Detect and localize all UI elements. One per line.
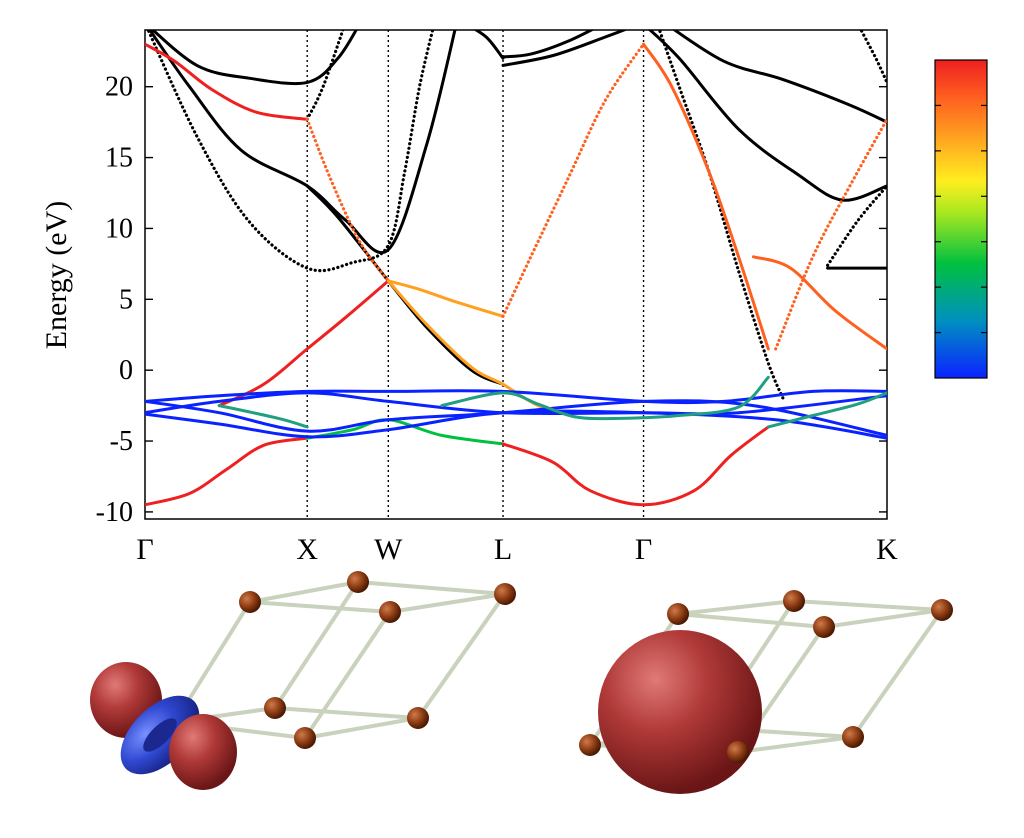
- band-line-20: [751, 255, 887, 351]
- colorbar: [934, 59, 988, 379]
- band-line-2: [146, 30, 435, 273]
- right-lattice-atoms: [579, 590, 953, 763]
- orbital-blue-torus-hole: [143, 718, 177, 752]
- band-line-32: [766, 391, 887, 429]
- left-orbital-figure: [90, 571, 516, 790]
- band-line-9: [647, 30, 887, 202]
- band-curves: [145, 30, 887, 507]
- band-line-25: [501, 425, 770, 507]
- band-line-27: [145, 391, 887, 416]
- band-line-30: [217, 404, 309, 429]
- band-line-13: [859, 30, 887, 84]
- band-line-21: [217, 279, 390, 408]
- plot-frame: [144, 29, 888, 520]
- y-axis-label: Energy (eV): [40, 201, 73, 350]
- kpoint-label-0: Γ: [136, 533, 153, 566]
- band-line-7: [473, 30, 505, 60]
- band-line-15: [305, 117, 390, 283]
- band-line-10: [657, 30, 785, 401]
- left-lattice-atoms: [239, 571, 516, 749]
- y-tick-label-5: 15: [105, 143, 133, 174]
- orbital-red-sphere: [598, 630, 762, 794]
- band-line-24: [305, 418, 505, 446]
- kpoint-label-4: Γ: [635, 533, 652, 566]
- band-line-1: [148, 30, 457, 254]
- band-line-14: [145, 42, 309, 121]
- y-tick-label-6: 20: [105, 72, 133, 103]
- band-line-16: [386, 279, 505, 318]
- band-line-17: [501, 42, 646, 318]
- band-line-3: [305, 30, 345, 121]
- kpoint-label-2: W: [374, 533, 403, 566]
- colorbar-ticks: [935, 104, 987, 334]
- y-tick-label-4: 10: [105, 213, 133, 244]
- band-line-31: [440, 375, 770, 421]
- left-lattice-bonds: [173, 580, 507, 740]
- orbital-red-lobe-lower: [169, 714, 237, 790]
- colorbar-gradient: [934, 59, 988, 379]
- kpoint-label-1: X: [296, 533, 318, 566]
- band-line-18: [642, 42, 770, 351]
- right-orbital-figure: [579, 590, 953, 794]
- high-symmetry-lines: [306, 30, 645, 519]
- kpoint-label-5: K: [876, 533, 898, 566]
- band-line-23: [145, 436, 309, 507]
- y-axis-ticks: -10 -5 0 5 10 15 20: [96, 72, 887, 528]
- band-line-8: [672, 30, 887, 124]
- band-line-6: [501, 30, 595, 59]
- band-line-29: [145, 409, 887, 440]
- y-tick-label-1: -5: [110, 426, 133, 457]
- band-line-19: [774, 117, 887, 351]
- kpoint-label-3: L: [494, 533, 512, 566]
- y-tick-label-0: -10: [96, 497, 133, 528]
- y-tick-label-2: 0: [119, 355, 133, 386]
- y-tick-label-3: 5: [119, 284, 133, 315]
- band-line-12: [826, 184, 887, 267]
- band-line-0: [150, 30, 358, 86]
- band-line-5: [501, 30, 629, 67]
